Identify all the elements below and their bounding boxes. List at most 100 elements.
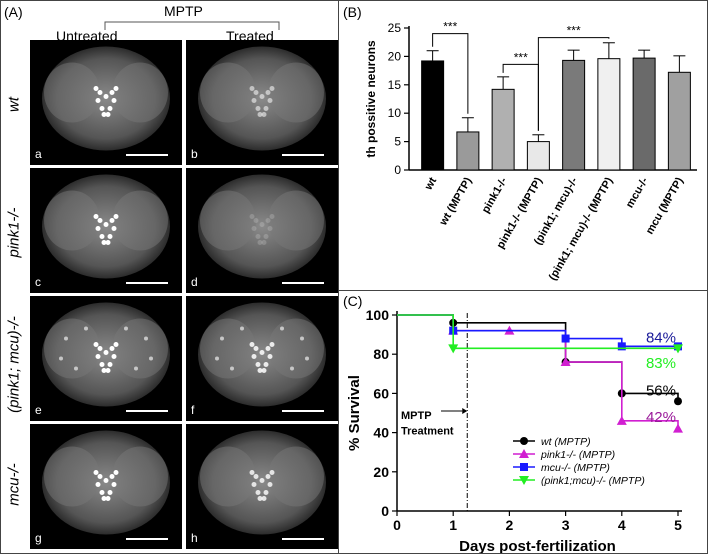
x-tick-label: 0 [393,517,401,533]
neuron-spot [84,326,88,331]
series-line [397,314,679,402]
neuron-spot [107,490,113,495]
neuron-spot [263,106,269,111]
image-tag: e [35,403,42,417]
neuron-spot [99,106,105,111]
neuron-spot [257,368,263,373]
neuron-spot [103,222,109,227]
x-tick-label: 5 [674,517,682,533]
neuron-spot [251,354,257,359]
neuron-spot [253,346,259,351]
neuron-spot [265,346,271,351]
x-axis-label: Days post-fertilization [459,538,616,553]
panel-divider-vertical [338,0,339,553]
neuron-spot [253,90,259,95]
neuron-spot [263,362,269,367]
neuron-spot [124,326,128,331]
end-label: 84% [646,329,676,346]
brain-lobe-left [44,318,100,379]
x-tick-label: mcu (MPTP) [644,175,686,236]
y-tick-label: 60 [373,385,389,401]
legend-label: (pink1;mcu)-/- (MPTP) [541,475,645,487]
neuron-spot [261,240,267,245]
annotation-line-1: MPTP [401,410,432,422]
neuron-spot [113,214,119,219]
neuron-spot [265,90,271,95]
neuron-spot [99,490,105,495]
bar [632,57,656,171]
legend-label: mcu-/- (MPTP) [541,462,610,474]
neuron-spot [253,474,259,479]
neuron-spot [93,470,99,475]
neuron-spot [253,218,259,223]
neuron-spot [259,94,265,99]
x-tick-label: 3 [562,517,570,533]
annotation-arrowhead [462,407,468,414]
series [397,314,682,406]
y-axis-label: % Survival [346,375,363,451]
brain-lobe-left [200,446,256,507]
brain-image-drawing [198,302,326,407]
neuron-spot [255,362,261,367]
brain-image-h: h [186,424,338,549]
end-label: 83% [646,355,676,372]
neuron-spot [255,490,261,495]
y-tick-label: 40 [373,425,389,441]
data-point [520,463,528,471]
y-tick-label: 15 [388,78,402,92]
scale-bar [282,538,324,540]
brain-lobe-left [200,318,256,379]
brain-lobe-right [112,318,168,379]
neuron-spot [249,470,255,475]
legend-label: pink1-/- (MPTP) [540,449,615,461]
series-line [397,314,678,350]
image-tag: g [35,531,42,545]
row-label-mcu: mcu-/- [5,463,23,506]
neuron-spot [251,226,257,231]
neuron-spot [255,106,261,111]
data-point [448,344,459,354]
scale-bar [126,282,168,284]
neuron-spot [215,356,219,361]
brain-image-drawing [42,302,170,407]
neuron-spot [93,214,99,219]
neuron-spot [113,342,119,347]
data-point [674,397,682,406]
neuron-spot [107,362,113,367]
series [397,314,682,351]
neuron-spot [109,90,115,95]
neuron-spot [95,482,101,487]
neuron-spot [103,94,109,99]
neuron-spot [261,368,267,373]
neuron-spot [105,112,111,117]
bar [597,58,621,171]
neuron-spot [259,478,265,483]
x-tick-label: 2 [506,517,514,533]
neuron-spot [134,366,138,371]
neuron-spot [265,474,271,479]
data-point [616,415,627,425]
brain-lobe-left [44,446,100,507]
brain-image-e: e [30,296,182,421]
brain-lobe-left [44,190,100,251]
bar [667,71,691,171]
neuron-spot [105,368,111,373]
neuron-spot [263,234,269,239]
neuron-spot [259,222,265,227]
neuron-spot [97,218,103,223]
data-point [561,334,570,343]
neuron-spot [290,366,294,371]
brain-image-f: f [186,296,338,421]
neuron-spot [269,214,275,219]
bar [491,88,515,171]
neuron-spot [267,98,273,103]
y-tick-label: 25 [388,21,402,35]
neuron-spot [144,336,148,341]
brain-image-drawing [198,46,326,151]
annotation-line-2: Treatment [401,426,454,438]
y-axis-label: th possitive neurons [364,40,378,158]
neuron-spot [107,234,113,239]
brain-image-drawing [42,430,170,535]
y-tick-label: 20 [388,49,402,63]
